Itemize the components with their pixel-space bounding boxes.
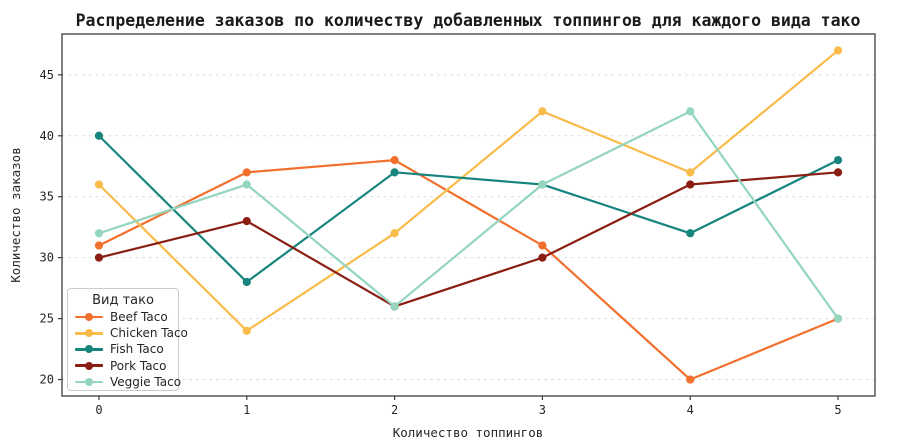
series-line-beef-taco: [98, 159, 839, 381]
legend-label: Beef Taco: [110, 310, 168, 325]
legend-item: Fish Taco: [75, 341, 171, 357]
series-chicken-taco: [94, 46, 843, 335]
y-tick-label: 35: [40, 190, 54, 204]
data-point-fish-taco: [390, 168, 399, 177]
data-point-beef-taco: [686, 375, 695, 384]
data-point-fish-taco: [242, 277, 251, 287]
plot-border: [61, 33, 876, 397]
data-point-veggie-taco: [686, 107, 695, 116]
series-lines: [94, 46, 843, 384]
legend-item: Chicken Taco: [75, 325, 188, 341]
series-line-fish-taco: [98, 134, 839, 284]
data-point-chicken-taco: [242, 326, 251, 335]
series-line-pork-taco: [98, 171, 839, 308]
y-tick-label: 45: [40, 68, 54, 82]
x-axis-label: Количество топпингов: [393, 425, 544, 440]
plot-area: [62, 34, 875, 396]
y-tick-label: 30: [40, 251, 54, 265]
legend-swatch-chicken-taco: [75, 329, 103, 338]
data-point-chicken-taco: [686, 168, 695, 177]
data-point-pork-taco: [833, 168, 843, 177]
legend-swatch-fish-taco: [75, 345, 103, 354]
legend-label: Fish Taco: [110, 342, 164, 357]
data-point-veggie-taco: [390, 302, 399, 311]
legend: Вид тако Beef Taco Chicken Taco Fish Tac…: [67, 288, 188, 391]
chart-title: Распределение заказов по количеству доба…: [76, 11, 861, 30]
data-point-beef-taco: [538, 241, 547, 250]
legend-label: Chicken Taco: [110, 326, 188, 341]
data-point-veggie-taco: [94, 229, 104, 238]
legend-label: Veggie Taco: [110, 374, 182, 389]
series-line-veggie-taco: [98, 110, 839, 320]
plot-background: [62, 34, 875, 396]
x-tick-label: 0: [95, 403, 102, 417]
data-point-pork-taco: [538, 253, 547, 262]
x-tick-label: 5: [834, 403, 841, 417]
series-line-chicken-taco: [98, 49, 839, 332]
legend-swatch-pork-taco: [75, 361, 103, 370]
data-point-pork-taco: [242, 216, 251, 226]
data-point-beef-taco: [390, 156, 399, 165]
data-point-fish-taco: [94, 131, 104, 140]
legend-title: Вид тако: [92, 293, 154, 308]
data-point-chicken-taco: [390, 229, 399, 238]
legend-item: Beef Taco: [75, 309, 171, 325]
x-tick-label: 3: [539, 403, 546, 417]
data-point-fish-taco: [833, 156, 843, 165]
data-point-pork-taco: [94, 253, 104, 262]
data-point-fish-taco: [686, 229, 695, 238]
data-point-chicken-taco: [94, 180, 104, 189]
legend-swatch-veggie-taco: [75, 377, 103, 386]
x-tick-label: 4: [687, 403, 694, 417]
data-point-pork-taco: [686, 180, 695, 189]
data-point-veggie-taco: [833, 314, 843, 323]
legend-swatch-beef-taco: [75, 313, 103, 322]
y-axis-label: Количество заказов: [8, 147, 23, 282]
y-tick-label: 40: [40, 129, 54, 143]
data-point-beef-taco: [94, 241, 104, 250]
x-tick-label: 1: [243, 403, 250, 417]
legend-item: Veggie Taco: [75, 374, 181, 390]
data-point-veggie-taco: [538, 180, 547, 189]
y-tick-label: 25: [40, 312, 54, 326]
data-point-chicken-taco: [538, 107, 547, 116]
legend-label: Pork Taco: [110, 358, 167, 373]
legend-item: Pork Taco: [75, 358, 171, 374]
x-tick-label: 2: [391, 403, 398, 417]
data-point-beef-taco: [242, 168, 251, 177]
data-point-veggie-taco: [242, 180, 251, 189]
y-tick-label: 20: [40, 373, 54, 387]
series-veggie-taco: [94, 107, 843, 323]
data-point-chicken-taco: [833, 46, 843, 55]
